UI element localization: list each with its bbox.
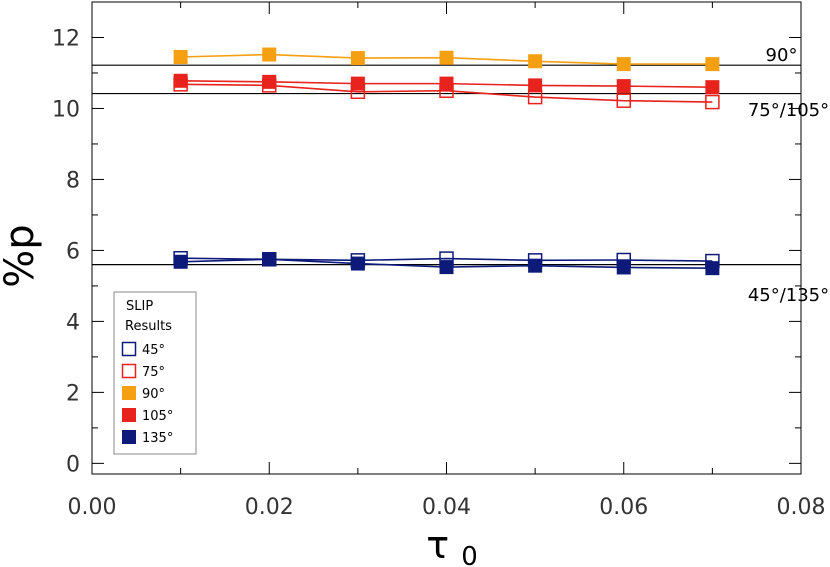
y-tick-label: 0 <box>66 452 80 477</box>
legend-items: 45° 75° 90° 105° 135° <box>121 341 173 446</box>
reference-line-label: 45°/135° <box>748 285 829 306</box>
y-tick-label: 8 <box>66 168 80 193</box>
data-point <box>439 76 454 91</box>
y-tick-label: 2 <box>66 381 80 406</box>
x-axis-title: τ 0 <box>426 523 478 567</box>
legend-marker <box>121 341 137 357</box>
data-point <box>616 260 631 275</box>
legend-marker <box>122 408 136 422</box>
data-point <box>350 256 365 271</box>
data-point <box>705 261 720 276</box>
data-point <box>350 76 365 91</box>
data-point <box>705 94 720 110</box>
reference-line-label: 75°/105° <box>748 100 829 121</box>
data-point <box>439 50 454 65</box>
data-point <box>173 73 188 88</box>
data-point <box>262 47 277 62</box>
legend-title-line-1: SLIP <box>126 299 153 314</box>
y-tick-label: 4 <box>66 310 80 335</box>
axis-ticks <box>91 2 802 474</box>
y-tick-label: 6 <box>66 239 80 264</box>
data-point <box>616 79 631 94</box>
data-point <box>350 51 365 66</box>
x-tick-label: 0.08 <box>777 495 826 520</box>
data-point <box>262 252 277 267</box>
legend-marker <box>122 386 136 400</box>
y-tick-label: 12 <box>52 26 80 51</box>
x-tick-label: 0.04 <box>422 495 471 520</box>
x-axis-title-main: τ <box>426 523 449 567</box>
legend-marker <box>122 430 136 444</box>
tick-labels: 0.00 0.02 0.04 0.06 0.08 0 2 4 6 8 10 12 <box>52 26 825 520</box>
data-point <box>528 78 543 93</box>
data-point <box>528 258 543 273</box>
data-point <box>262 74 277 89</box>
data-point <box>616 57 631 72</box>
x-tick-label: 0.00 <box>68 495 117 520</box>
x-axis-title-subscript: 0 <box>461 542 478 567</box>
legend-label: 135° <box>142 431 173 446</box>
legend: SLIP Results 45° 75° 90° 105° 135° <box>113 291 197 455</box>
y-axis-title: %p <box>0 224 43 287</box>
data-point <box>616 93 631 108</box>
data-point <box>528 54 543 69</box>
x-tick-label: 0.02 <box>245 495 294 520</box>
legend-label: 45° <box>142 343 165 358</box>
legend-label: 90° <box>142 387 165 402</box>
legend-title-line-2: Results <box>125 319 172 334</box>
plot-frame <box>91 1 802 475</box>
series-layer <box>173 47 720 276</box>
data-point <box>173 50 188 65</box>
legend-label: 75° <box>142 365 165 380</box>
data-point <box>705 80 720 95</box>
reference-line-label: 90° <box>766 45 798 66</box>
data-point <box>173 254 188 269</box>
legend-box <box>113 291 197 455</box>
x-tick-label: 0.06 <box>599 495 648 520</box>
data-point <box>705 57 720 72</box>
legend-label: 105° <box>142 409 173 424</box>
y-tick-label: 10 <box>52 97 80 122</box>
reference-lines: 90° 75°/105° 45°/135° <box>92 45 829 306</box>
data-point <box>439 260 454 275</box>
legend-marker <box>121 363 137 379</box>
